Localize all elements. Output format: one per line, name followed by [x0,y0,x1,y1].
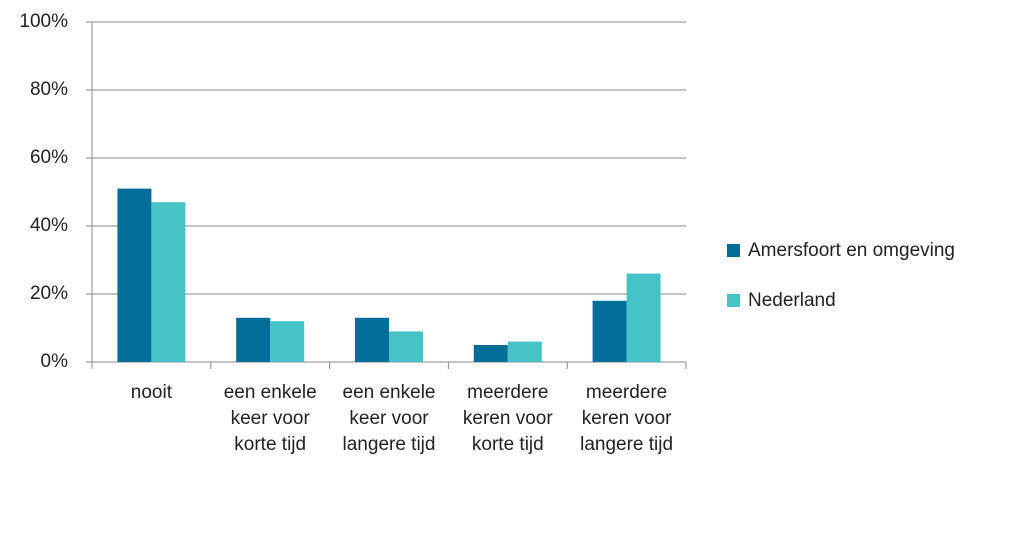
x-tick-label: meerdere keren voor langere tijd [580,382,674,455]
bar [473,345,508,362]
bar [592,300,627,362]
bar [626,273,661,362]
bar [389,331,423,362]
x-tick-label: nooit [130,382,172,403]
bar [236,317,271,362]
y-tick-label: 60% [30,147,68,168]
bar [270,321,305,362]
legend-label: Amersfoort en omgeving [748,240,955,261]
legend-label: Nederland [748,290,836,311]
bar [355,317,389,362]
legend-swatch [727,294,740,307]
y-tick-label: 80% [30,79,68,100]
x-tick-label: een enkele keer voor langere tijd [342,382,436,455]
y-tick-label: 100% [19,11,68,32]
legend-swatch [727,244,740,257]
y-tick-label: 40% [30,215,68,236]
bar [117,188,152,362]
bar [507,341,542,362]
bar [151,202,186,362]
y-tick-label: 0% [41,351,69,372]
x-tick-label: een enkele keer voor korte tijd [223,382,317,455]
y-tick-label: 20% [30,283,68,304]
x-tick-label: meerdere keren voor korte tijd [462,382,553,455]
